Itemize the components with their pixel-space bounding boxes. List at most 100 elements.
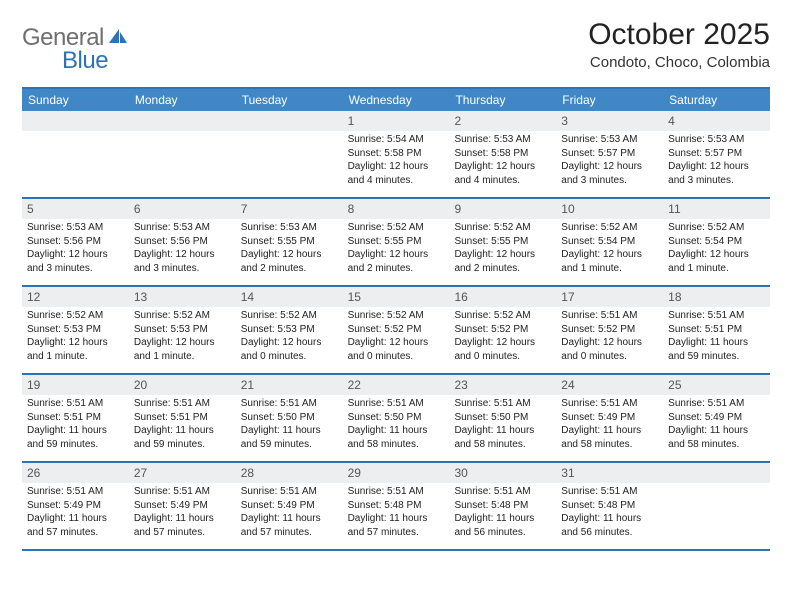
sunset-line: Sunset: 5:52 PM bbox=[454, 323, 551, 337]
sunrise-line: Sunrise: 5:53 AM bbox=[454, 133, 551, 147]
day-number: 24 bbox=[556, 375, 663, 395]
day-body: Sunrise: 5:52 AMSunset: 5:54 PMDaylight:… bbox=[556, 219, 663, 280]
daylight-line: Daylight: 11 hours and 59 minutes. bbox=[241, 424, 338, 451]
sunset-line: Sunset: 5:58 PM bbox=[348, 147, 445, 161]
weekday-header: Monday bbox=[129, 89, 236, 111]
day-number: 25 bbox=[663, 375, 770, 395]
day-number: 11 bbox=[663, 199, 770, 219]
daylight-line: Daylight: 12 hours and 1 minute. bbox=[668, 248, 765, 275]
calendar-day: 26Sunrise: 5:51 AMSunset: 5:49 PMDayligh… bbox=[22, 463, 129, 549]
day-number: 20 bbox=[129, 375, 236, 395]
sunset-line: Sunset: 5:55 PM bbox=[454, 235, 551, 249]
day-body: Sunrise: 5:52 AMSunset: 5:54 PMDaylight:… bbox=[663, 219, 770, 280]
calendar: SundayMondayTuesdayWednesdayThursdayFrid… bbox=[22, 87, 770, 551]
day-number: 1 bbox=[343, 111, 450, 131]
sunset-line: Sunset: 5:49 PM bbox=[668, 411, 765, 425]
calendar-day: 23Sunrise: 5:51 AMSunset: 5:50 PMDayligh… bbox=[449, 375, 556, 461]
sunrise-line: Sunrise: 5:51 AM bbox=[348, 397, 445, 411]
sunset-line: Sunset: 5:55 PM bbox=[241, 235, 338, 249]
sunset-line: Sunset: 5:49 PM bbox=[561, 411, 658, 425]
sunset-line: Sunset: 5:56 PM bbox=[27, 235, 124, 249]
calendar-day: 13Sunrise: 5:52 AMSunset: 5:53 PMDayligh… bbox=[129, 287, 236, 373]
calendar-day: 22Sunrise: 5:51 AMSunset: 5:50 PMDayligh… bbox=[343, 375, 450, 461]
daylight-line: Daylight: 12 hours and 3 minutes. bbox=[134, 248, 231, 275]
day-number: 7 bbox=[236, 199, 343, 219]
day-body: Sunrise: 5:51 AMSunset: 5:49 PMDaylight:… bbox=[22, 483, 129, 544]
sunrise-line: Sunrise: 5:52 AM bbox=[454, 221, 551, 235]
sunrise-line: Sunrise: 5:53 AM bbox=[134, 221, 231, 235]
sunset-line: Sunset: 5:53 PM bbox=[134, 323, 231, 337]
daylight-line: Daylight: 12 hours and 4 minutes. bbox=[454, 160, 551, 187]
day-number bbox=[129, 111, 236, 131]
sunrise-line: Sunrise: 5:51 AM bbox=[561, 397, 658, 411]
daylight-line: Daylight: 12 hours and 2 minutes. bbox=[454, 248, 551, 275]
day-number: 8 bbox=[343, 199, 450, 219]
weekday-header-row: SundayMondayTuesdayWednesdayThursdayFrid… bbox=[22, 89, 770, 111]
day-body: Sunrise: 5:51 AMSunset: 5:48 PMDaylight:… bbox=[556, 483, 663, 544]
daylight-line: Daylight: 12 hours and 1 minute. bbox=[27, 336, 124, 363]
daylight-line: Daylight: 11 hours and 57 minutes. bbox=[134, 512, 231, 539]
daylight-line: Daylight: 11 hours and 59 minutes. bbox=[668, 336, 765, 363]
calendar-week: 5Sunrise: 5:53 AMSunset: 5:56 PMDaylight… bbox=[22, 199, 770, 287]
day-body: Sunrise: 5:53 AMSunset: 5:58 PMDaylight:… bbox=[449, 131, 556, 192]
day-body: Sunrise: 5:53 AMSunset: 5:57 PMDaylight:… bbox=[556, 131, 663, 192]
sunset-line: Sunset: 5:56 PM bbox=[134, 235, 231, 249]
daylight-line: Daylight: 12 hours and 1 minute. bbox=[561, 248, 658, 275]
calendar-day: 20Sunrise: 5:51 AMSunset: 5:51 PMDayligh… bbox=[129, 375, 236, 461]
day-number: 29 bbox=[343, 463, 450, 483]
daylight-line: Daylight: 12 hours and 1 minute. bbox=[134, 336, 231, 363]
day-number: 16 bbox=[449, 287, 556, 307]
day-number: 31 bbox=[556, 463, 663, 483]
calendar-day: 9Sunrise: 5:52 AMSunset: 5:55 PMDaylight… bbox=[449, 199, 556, 285]
sunset-line: Sunset: 5:53 PM bbox=[27, 323, 124, 337]
calendar-day: 15Sunrise: 5:52 AMSunset: 5:52 PMDayligh… bbox=[343, 287, 450, 373]
day-body: Sunrise: 5:51 AMSunset: 5:50 PMDaylight:… bbox=[449, 395, 556, 456]
calendar-day: 27Sunrise: 5:51 AMSunset: 5:49 PMDayligh… bbox=[129, 463, 236, 549]
calendar-day: 28Sunrise: 5:51 AMSunset: 5:49 PMDayligh… bbox=[236, 463, 343, 549]
calendar-week: 1Sunrise: 5:54 AMSunset: 5:58 PMDaylight… bbox=[22, 111, 770, 199]
day-number: 26 bbox=[22, 463, 129, 483]
calendar-day bbox=[236, 111, 343, 197]
day-number: 23 bbox=[449, 375, 556, 395]
calendar-day: 19Sunrise: 5:51 AMSunset: 5:51 PMDayligh… bbox=[22, 375, 129, 461]
sunrise-line: Sunrise: 5:51 AM bbox=[27, 397, 124, 411]
daylight-line: Daylight: 11 hours and 56 minutes. bbox=[454, 512, 551, 539]
daylight-line: Daylight: 12 hours and 0 minutes. bbox=[241, 336, 338, 363]
page: General October 2025 Condoto, Choco, Col… bbox=[0, 0, 792, 569]
weekday-header: Thursday bbox=[449, 89, 556, 111]
day-number: 21 bbox=[236, 375, 343, 395]
sunrise-line: Sunrise: 5:52 AM bbox=[348, 221, 445, 235]
calendar-day: 8Sunrise: 5:52 AMSunset: 5:55 PMDaylight… bbox=[343, 199, 450, 285]
daylight-line: Daylight: 12 hours and 0 minutes. bbox=[348, 336, 445, 363]
daylight-line: Daylight: 11 hours and 58 minutes. bbox=[668, 424, 765, 451]
daylight-line: Daylight: 12 hours and 0 minutes. bbox=[454, 336, 551, 363]
daylight-line: Daylight: 12 hours and 0 minutes. bbox=[561, 336, 658, 363]
sunrise-line: Sunrise: 5:53 AM bbox=[241, 221, 338, 235]
weekday-header: Wednesday bbox=[343, 89, 450, 111]
daylight-line: Daylight: 12 hours and 3 minutes. bbox=[27, 248, 124, 275]
calendar-day: 10Sunrise: 5:52 AMSunset: 5:54 PMDayligh… bbox=[556, 199, 663, 285]
sunrise-line: Sunrise: 5:51 AM bbox=[241, 397, 338, 411]
sunrise-line: Sunrise: 5:52 AM bbox=[454, 309, 551, 323]
daylight-line: Daylight: 11 hours and 57 minutes. bbox=[348, 512, 445, 539]
sunset-line: Sunset: 5:52 PM bbox=[561, 323, 658, 337]
daylight-line: Daylight: 12 hours and 2 minutes. bbox=[241, 248, 338, 275]
calendar-day: 29Sunrise: 5:51 AMSunset: 5:48 PMDayligh… bbox=[343, 463, 450, 549]
daylight-line: Daylight: 11 hours and 58 minutes. bbox=[348, 424, 445, 451]
sunrise-line: Sunrise: 5:52 AM bbox=[668, 221, 765, 235]
day-body bbox=[663, 483, 770, 543]
daylight-line: Daylight: 11 hours and 57 minutes. bbox=[241, 512, 338, 539]
day-number: 14 bbox=[236, 287, 343, 307]
weekday-header: Saturday bbox=[663, 89, 770, 111]
day-number: 15 bbox=[343, 287, 450, 307]
sunrise-line: Sunrise: 5:52 AM bbox=[561, 221, 658, 235]
sunrise-line: Sunrise: 5:51 AM bbox=[668, 309, 765, 323]
day-body: Sunrise: 5:53 AMSunset: 5:56 PMDaylight:… bbox=[129, 219, 236, 280]
daylight-line: Daylight: 11 hours and 58 minutes. bbox=[454, 424, 551, 451]
day-body: Sunrise: 5:53 AMSunset: 5:57 PMDaylight:… bbox=[663, 131, 770, 192]
calendar-day: 25Sunrise: 5:51 AMSunset: 5:49 PMDayligh… bbox=[663, 375, 770, 461]
sunrise-line: Sunrise: 5:51 AM bbox=[348, 485, 445, 499]
sunrise-line: Sunrise: 5:51 AM bbox=[454, 485, 551, 499]
sunset-line: Sunset: 5:52 PM bbox=[348, 323, 445, 337]
day-body: Sunrise: 5:51 AMSunset: 5:50 PMDaylight:… bbox=[343, 395, 450, 456]
